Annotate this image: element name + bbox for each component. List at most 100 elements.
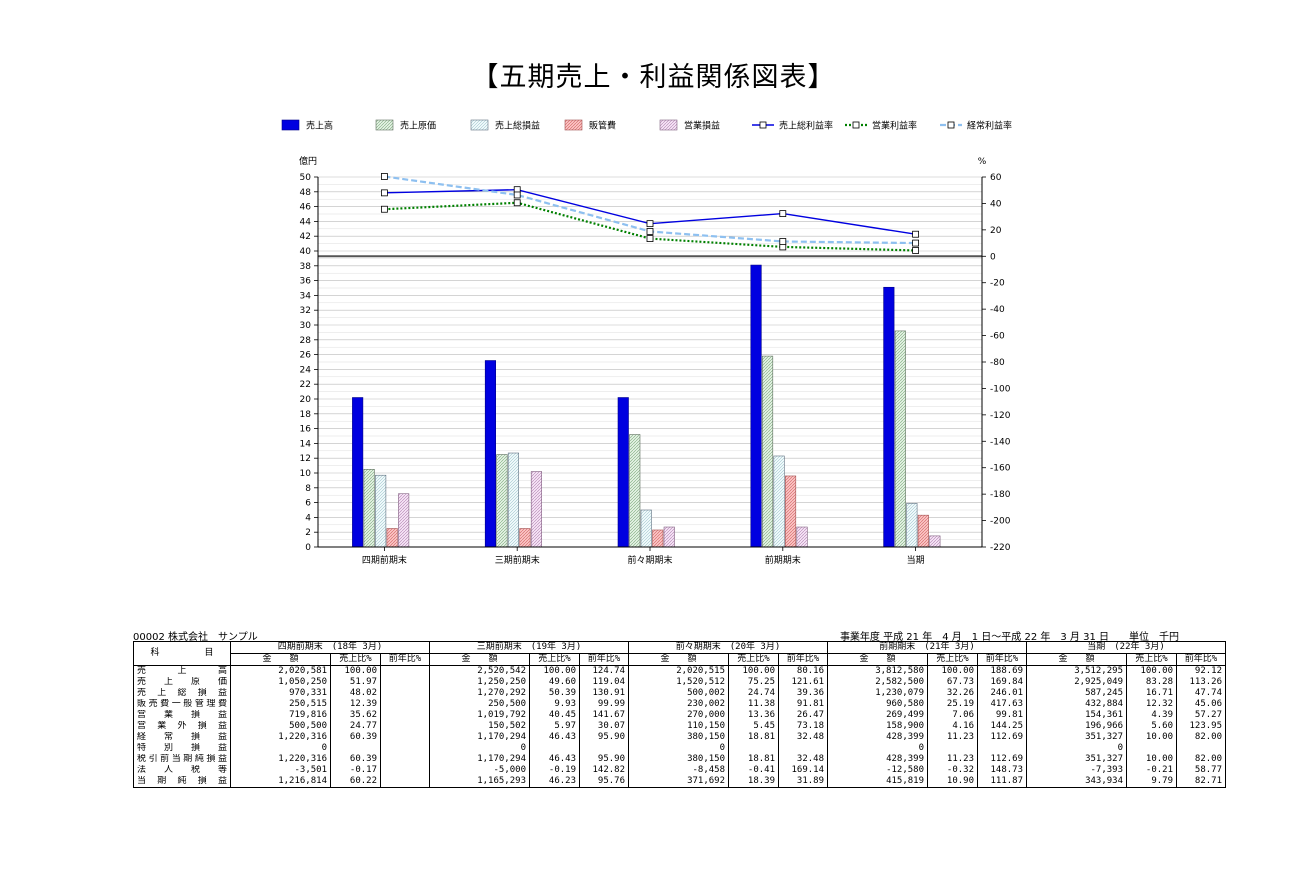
amount-cell: 960,580 <box>827 699 928 710</box>
right-tick-label: -100 <box>990 384 1011 394</box>
amount-cell: 500,002 <box>628 688 729 699</box>
sales-ratio-cell: 32.26 <box>927 688 978 699</box>
left-tick-label: 10 <box>300 469 312 479</box>
line-series <box>380 173 919 254</box>
line-3-point-5 <box>912 239 919 247</box>
bar-1-2 <box>484 360 497 548</box>
yoy-cell: 111.87 <box>977 776 1027 788</box>
amount-cell: 1,220,316 <box>230 732 331 743</box>
sales-ratio-cell: 75.25 <box>728 677 779 688</box>
yoy-cell: 123.95 <box>1176 721 1226 732</box>
period-header: 前々期期末 (20年 3月) <box>628 641 828 654</box>
right-tick-label: -20 <box>990 279 1005 289</box>
sales-ratio-cell: -0.32 <box>927 765 978 776</box>
amount-cell: -8,458 <box>628 765 729 776</box>
yoy-cell: 113.26 <box>1176 677 1226 688</box>
line-1-point-4 <box>779 210 787 218</box>
legend-label: 経常利益率 <box>967 120 1012 132</box>
bar-2-5 <box>894 330 906 548</box>
amount-header: 金 額 <box>429 653 530 666</box>
amount-cell: 343,934 <box>1026 776 1127 788</box>
right-tick-label: -160 <box>990 464 1011 474</box>
amount-cell: 1,230,079 <box>827 688 928 699</box>
row-label: 特別損益 <box>133 743 231 754</box>
right-tick-label: -200 <box>990 517 1011 527</box>
table-row: 税引前当期純損益 1,220,316 60.39 1,170,294 46.43 95.9… <box>133 754 1226 765</box>
amount-cell: 1,270,292 <box>429 688 530 699</box>
sales-ratio-cell: 11.38 <box>728 699 779 710</box>
sales-ratio-cell: 18.39 <box>728 776 779 788</box>
sales-ratio-cell: -0.41 <box>728 765 779 776</box>
sales-ratio-cell: 10.90 <box>927 776 978 788</box>
yoy-cell: 169.84 <box>977 677 1027 688</box>
sales-ratio-cell: 100.00 <box>330 665 381 677</box>
line-2-point-5 <box>912 247 919 254</box>
table-row: 当期純損益 1,216,814 60.22 1,165,293 46.23 95.76 37… <box>133 776 1226 788</box>
yoy-cell: 417.63 <box>977 699 1027 710</box>
bar-3-2 <box>507 452 520 548</box>
sales-ratio-cell: 46.23 <box>529 776 580 788</box>
left-tick-label: 20 <box>300 395 312 405</box>
row-label: 販売費一般管理費 <box>133 699 231 710</box>
left-tick-label: 44 <box>300 217 312 227</box>
sales-ratio-cell: 5.60 <box>1126 721 1177 732</box>
sales-ratio-cell: 100.00 <box>927 665 978 677</box>
sales-ratio-cell: 9.79 <box>1126 776 1177 788</box>
yoy-cell: 188.69 <box>977 665 1027 677</box>
bar-2-3 <box>629 434 641 548</box>
left-tick-label: 30 <box>300 321 312 331</box>
bar-4-2 <box>519 528 531 548</box>
combo-chart: 売上高 売上原価 売上総損益 販管費 営業損益 売上総利益率 営業利益率 経常利益率 0246… <box>281 120 1012 566</box>
bar-5-4 <box>796 526 808 548</box>
bar-4-1 <box>386 528 398 548</box>
sales-ratio-cell: 46.43 <box>529 754 580 765</box>
yoy-cell <box>380 776 430 788</box>
yoy-cell: 82.00 <box>1176 754 1226 765</box>
yoy-cell: 141.67 <box>579 710 629 721</box>
bar-5-5 <box>929 535 941 548</box>
yoy-cell: 246.01 <box>977 688 1027 699</box>
sales-ratio-cell: 48.02 <box>330 688 381 699</box>
amount-cell: 1,050,250 <box>230 677 331 688</box>
bar-5-2 <box>530 471 543 548</box>
fiscal-year: 事業年度 平成 21 年 4 月 1 日～平成 22 年 3 月 31 日 単位… <box>839 632 1179 643</box>
sales-ratio-cell: 11.23 <box>927 732 978 743</box>
right-tick-label: 0 <box>990 252 996 262</box>
amount-cell: 2,925,049 <box>1026 677 1127 688</box>
amount-cell: 1,250,250 <box>429 677 530 688</box>
amount-cell: 110,150 <box>628 721 729 732</box>
line-1 <box>384 188 916 235</box>
x-tick-label: 当期 <box>907 554 925 566</box>
sales-ratio-cell: 5.97 <box>529 721 580 732</box>
right-tick-label: -140 <box>990 437 1011 447</box>
sales-ratio-cell: -0.17 <box>330 765 381 776</box>
yoy-cell: 73.18 <box>778 721 828 732</box>
sales-ratio-cell: 4.39 <box>1126 710 1177 721</box>
line-2-point-1 <box>380 205 388 213</box>
sales-ratio-header: 売上比% <box>1126 653 1177 666</box>
bar-4-4 <box>784 475 797 548</box>
yoy-cell: 58.77 <box>1176 765 1226 776</box>
right-tick-label: 40 <box>990 199 1002 209</box>
yoy-header: 前年比% <box>1176 653 1226 666</box>
legend-marker <box>759 121 767 129</box>
sales-ratio-cell: 25.19 <box>927 699 978 710</box>
period-header: 三期前期末 (19年 3月) <box>429 641 629 654</box>
table-row: 経常損益 1,220,316 60.39 1,170,294 46.43 95.90 380… <box>133 732 1226 743</box>
yoy-cell <box>778 743 828 754</box>
yoy-cell <box>380 732 430 743</box>
bar-1-3 <box>617 397 629 548</box>
chart-axes: 0246810121416182022242628303234363840424… <box>299 155 1011 566</box>
table-row: 法人税等 -3,501 -0.17 -5,000 -0.19 142.82 -8,458 -0… <box>133 765 1226 776</box>
amount-cell: 1,170,294 <box>429 754 530 765</box>
left-tick-label: 28 <box>300 336 312 346</box>
right-tick-label: -120 <box>990 411 1011 421</box>
bar-1-1 <box>352 397 364 548</box>
sales-ratio-cell: 5.45 <box>728 721 779 732</box>
line-2-point-2 <box>513 199 521 207</box>
left-tick-label: 48 <box>300 188 312 198</box>
x-tick-label: 前期期末 <box>765 554 801 566</box>
yoy-header: 前年比% <box>380 653 430 666</box>
yoy-cell <box>380 765 430 776</box>
amount-cell: 380,150 <box>628 754 729 765</box>
